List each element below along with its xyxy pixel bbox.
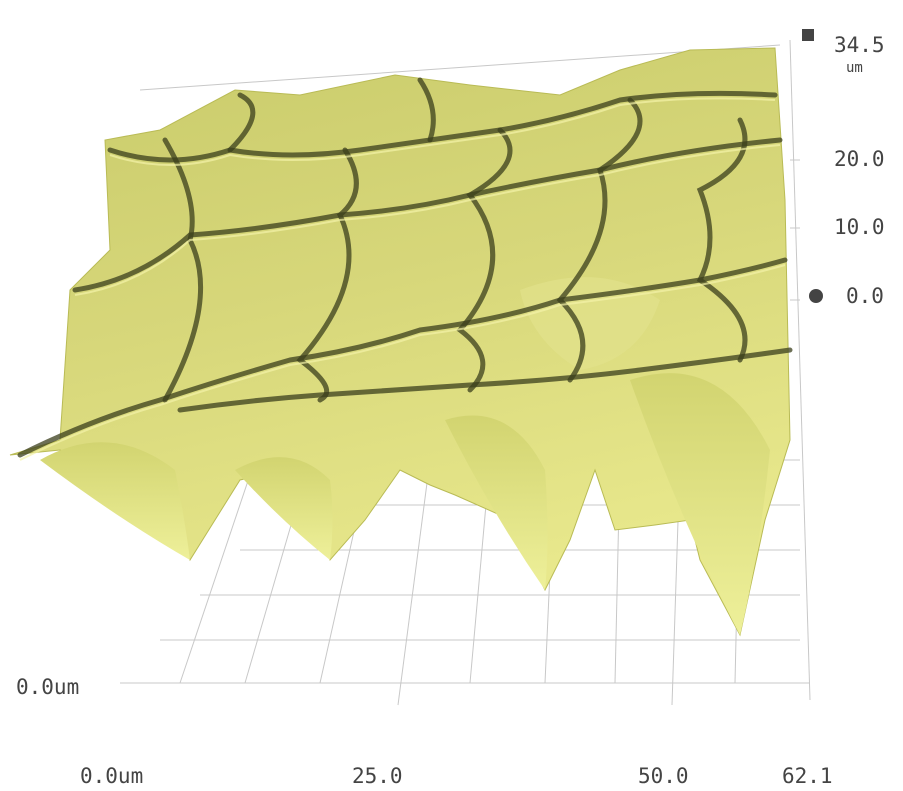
surface xyxy=(10,48,790,635)
z-unit: um xyxy=(846,60,863,76)
z-tick-label: 0.0 xyxy=(846,284,884,308)
top-marker xyxy=(802,29,814,41)
z-tick-label: 20.0 xyxy=(834,147,885,171)
x-tick-label: 0.0um xyxy=(80,764,143,788)
z-max-label: 34.5 xyxy=(834,33,885,57)
x-tick-label: 62.1 xyxy=(782,764,833,788)
x-tick-label: 25.0 xyxy=(352,764,403,788)
y-axis-label: 0.0um xyxy=(16,675,79,699)
x-tick-label: 50.0 xyxy=(638,764,689,788)
z-tick-label: 10.0 xyxy=(834,215,885,239)
zero-marker xyxy=(809,289,823,303)
surface-view: 34.5 um 20.0 10.0 0.0 0.0um 0.0um 25.0 5… xyxy=(0,0,903,791)
